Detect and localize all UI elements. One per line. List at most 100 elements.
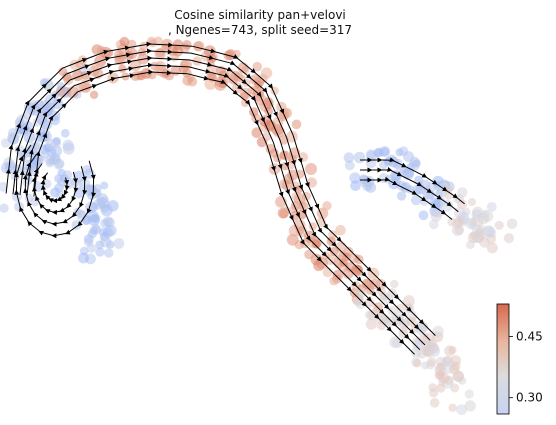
cell-point bbox=[315, 257, 328, 270]
cell-point bbox=[465, 218, 477, 230]
cell-point bbox=[392, 337, 403, 349]
cell-point bbox=[448, 403, 457, 412]
cell-point bbox=[114, 49, 125, 60]
cell-point bbox=[0, 203, 9, 213]
cell-point bbox=[396, 191, 407, 201]
cell-point bbox=[353, 151, 366, 164]
cell-point bbox=[182, 40, 192, 50]
cell-point bbox=[305, 163, 317, 175]
cell-point bbox=[430, 210, 442, 222]
cell-point bbox=[56, 86, 67, 98]
cell-point bbox=[468, 198, 476, 206]
cell-point bbox=[429, 388, 438, 398]
cell-point bbox=[483, 225, 496, 238]
cell-point bbox=[412, 358, 422, 368]
cell-point bbox=[503, 233, 514, 244]
cell-point bbox=[113, 238, 125, 249]
cell-point bbox=[475, 224, 486, 234]
streamlines bbox=[5, 41, 465, 355]
cell-point bbox=[154, 48, 166, 60]
cell-point bbox=[27, 142, 40, 155]
colorbar: 0.30 0.45 bbox=[496, 303, 543, 415]
cell-point bbox=[45, 138, 57, 150]
cell-point bbox=[429, 219, 439, 230]
cell-point bbox=[237, 74, 246, 83]
cell-point bbox=[494, 220, 504, 230]
streamline bbox=[405, 188, 453, 220]
cell-point bbox=[432, 325, 444, 338]
cell-point bbox=[16, 114, 28, 126]
cell-point bbox=[466, 240, 475, 250]
streamline bbox=[334, 274, 415, 355]
cell-point bbox=[49, 115, 61, 126]
cell-point bbox=[452, 224, 464, 236]
cell-point bbox=[104, 248, 114, 258]
cell-point bbox=[95, 240, 104, 250]
cell-point bbox=[105, 224, 117, 237]
cell-point bbox=[59, 173, 69, 183]
cell-point bbox=[273, 153, 282, 163]
cell-point bbox=[87, 229, 97, 239]
cell-point bbox=[444, 345, 455, 357]
cell-point bbox=[402, 167, 414, 180]
cell-point bbox=[404, 303, 415, 313]
cell-point bbox=[118, 64, 127, 73]
cell-point bbox=[396, 303, 405, 313]
cell-point bbox=[104, 48, 114, 58]
cell-point bbox=[398, 328, 409, 339]
cell-point bbox=[192, 56, 202, 66]
cell-point bbox=[344, 160, 355, 171]
cell-point bbox=[194, 40, 205, 52]
cell-point bbox=[329, 246, 339, 257]
cell-point bbox=[287, 154, 296, 163]
cell-point bbox=[100, 181, 109, 190]
cell-point bbox=[464, 389, 474, 399]
cell-point bbox=[322, 267, 333, 278]
cell-point bbox=[172, 45, 184, 57]
cell-point bbox=[436, 383, 446, 393]
cell-point bbox=[66, 86, 79, 99]
cell-point bbox=[312, 239, 321, 249]
streamline bbox=[266, 144, 336, 276]
streamline bbox=[360, 166, 411, 181]
cell-point bbox=[415, 324, 427, 336]
cell-point bbox=[291, 119, 302, 130]
colorbar-tick-label: 0.30 bbox=[516, 391, 543, 405]
cell-point bbox=[480, 209, 490, 219]
cell-point bbox=[273, 126, 285, 138]
cell-point bbox=[456, 404, 467, 416]
cell-point bbox=[93, 188, 102, 198]
cell-point bbox=[187, 76, 198, 87]
cell-point bbox=[98, 227, 108, 237]
streamline bbox=[360, 176, 406, 190]
cell-point bbox=[359, 175, 371, 188]
cell-point bbox=[81, 215, 91, 226]
cell-point bbox=[82, 165, 92, 175]
cell-point bbox=[450, 355, 461, 366]
cell-point bbox=[86, 243, 97, 253]
cell-point bbox=[322, 201, 332, 211]
cell-point bbox=[78, 252, 89, 264]
cell-point bbox=[180, 58, 192, 71]
cell-point bbox=[379, 291, 389, 301]
streamline bbox=[360, 157, 415, 172]
cell-point bbox=[62, 142, 75, 155]
chart-title-line-2: , Ngenes=743, split seed=317 bbox=[167, 23, 353, 37]
cell-point bbox=[479, 237, 490, 248]
cell-point bbox=[379, 146, 390, 157]
cell-point bbox=[22, 178, 31, 187]
cell-point bbox=[89, 90, 99, 100]
streamline bbox=[187, 73, 268, 146]
cell-point bbox=[62, 71, 72, 82]
colorbar-bar bbox=[496, 303, 510, 415]
cell-point bbox=[95, 247, 105, 257]
streamline bbox=[77, 69, 188, 93]
cell-point bbox=[4, 161, 17, 174]
cell-point bbox=[350, 180, 361, 191]
cell-point bbox=[438, 372, 450, 384]
cell-point bbox=[447, 217, 457, 227]
cell-point bbox=[388, 156, 399, 168]
cell-point bbox=[335, 224, 346, 236]
cell-point bbox=[252, 61, 262, 72]
